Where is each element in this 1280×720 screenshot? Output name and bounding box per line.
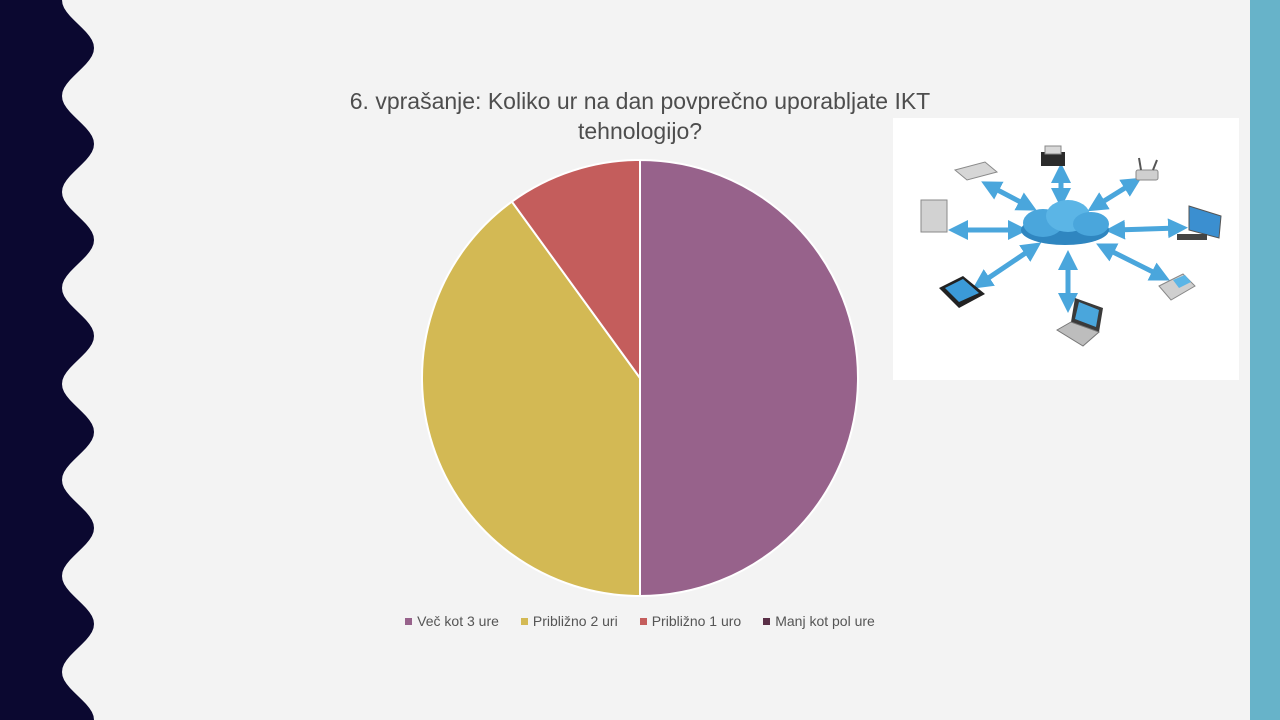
legend-item: Približno 2 uri bbox=[520, 613, 618, 629]
legend-swatch bbox=[405, 617, 413, 625]
desktop-monitor-icon bbox=[1177, 205, 1222, 240]
legend-label: Približno 1 uro bbox=[651, 613, 742, 629]
phone-icon bbox=[1158, 273, 1196, 301]
modem-icon bbox=[953, 161, 999, 181]
pie-slice bbox=[639, 158, 859, 598]
pie-chart bbox=[421, 158, 859, 598]
legend-swatch bbox=[639, 617, 647, 625]
legend-label: Manj kot pol ure bbox=[775, 613, 875, 629]
legend-item: Več kot 3 ure bbox=[405, 613, 499, 629]
legend-swatch bbox=[520, 617, 528, 625]
pie-slice bbox=[421, 200, 641, 598]
cloud-icon bbox=[1021, 200, 1109, 245]
legend-item: Manj kot pol ure bbox=[763, 613, 875, 629]
legend-label: Približno 2 uri bbox=[532, 613, 618, 629]
network-cloud-devices-icon bbox=[920, 145, 1222, 347]
printer-icon bbox=[1041, 145, 1065, 166]
connection-arrows bbox=[948, 163, 1188, 313]
chart-title: 6. vprašanje: Koliko ur na dan povprečno… bbox=[349, 88, 931, 144]
network-illustration bbox=[893, 118, 1239, 380]
router-icon bbox=[1135, 157, 1159, 181]
pie-slice bbox=[510, 158, 641, 382]
chart-legend: Več kot 3 ure Približno 2 uri Približno … bbox=[330, 613, 950, 629]
legend-label: Več kot 3 ure bbox=[417, 613, 499, 629]
decorative-right-stripe bbox=[1250, 0, 1280, 720]
tablet-icon bbox=[939, 276, 985, 308]
decorative-wave-band bbox=[0, 0, 94, 720]
server-icon bbox=[920, 199, 948, 233]
laptop-icon bbox=[1056, 298, 1103, 347]
legend-swatch bbox=[763, 617, 771, 625]
legend-item: Približno 1 uro bbox=[639, 613, 742, 629]
